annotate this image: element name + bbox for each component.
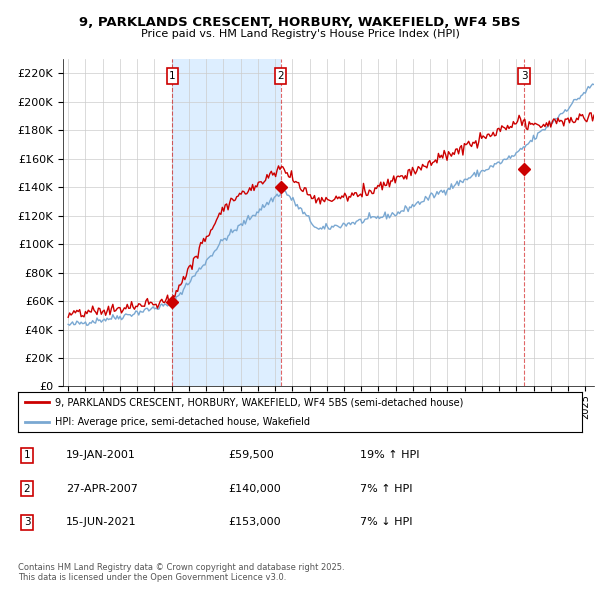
Text: 7% ↓ HPI: 7% ↓ HPI (360, 517, 413, 527)
Text: 9, PARKLANDS CRESCENT, HORBURY, WAKEFIELD, WF4 5BS (semi-detached house): 9, PARKLANDS CRESCENT, HORBURY, WAKEFIEL… (55, 398, 463, 407)
Text: 9, PARKLANDS CRESCENT, HORBURY, WAKEFIELD, WF4 5BS: 9, PARKLANDS CRESCENT, HORBURY, WAKEFIEL… (79, 16, 521, 29)
Text: 15-JUN-2021: 15-JUN-2021 (66, 517, 137, 527)
Text: 7% ↑ HPI: 7% ↑ HPI (360, 484, 413, 494)
Text: 27-APR-2007: 27-APR-2007 (66, 484, 138, 494)
Text: 2: 2 (277, 71, 284, 81)
Text: Price paid vs. HM Land Registry's House Price Index (HPI): Price paid vs. HM Land Registry's House … (140, 29, 460, 38)
Text: 1: 1 (23, 450, 31, 460)
Text: £153,000: £153,000 (228, 517, 281, 527)
Text: 2: 2 (23, 484, 31, 494)
Text: 3: 3 (521, 71, 527, 81)
Text: HPI: Average price, semi-detached house, Wakefield: HPI: Average price, semi-detached house,… (55, 418, 310, 427)
Text: £140,000: £140,000 (228, 484, 281, 494)
Text: £59,500: £59,500 (228, 450, 274, 460)
Text: 1: 1 (169, 71, 176, 81)
Bar (172, 59, 281, 386)
Text: 19-JAN-2001: 19-JAN-2001 (66, 450, 136, 460)
Text: 19% ↑ HPI: 19% ↑ HPI (360, 450, 419, 460)
Text: 3: 3 (23, 517, 31, 527)
Text: Contains HM Land Registry data © Crown copyright and database right 2025.
This d: Contains HM Land Registry data © Crown c… (18, 563, 344, 582)
